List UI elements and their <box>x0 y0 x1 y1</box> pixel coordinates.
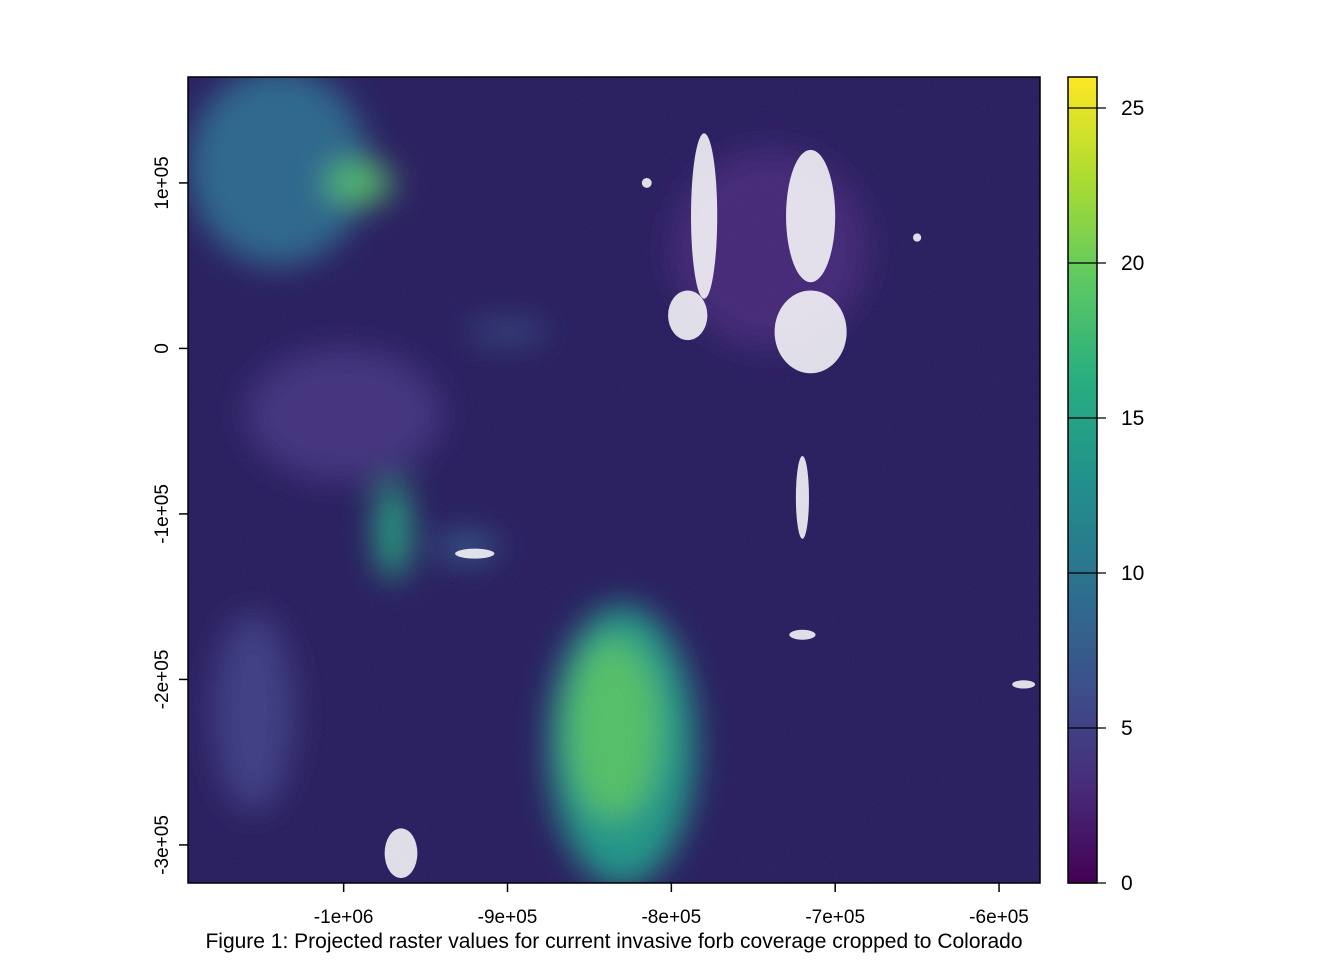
legend-tick-label: 0 <box>1121 872 1133 895</box>
legend-ticks: 0 5 10 15 20 25 <box>1068 97 1144 895</box>
raster-texture <box>188 77 1040 883</box>
no-data-patch <box>795 456 809 539</box>
legend-tick-label: 10 <box>1121 562 1144 585</box>
x-tick-label: -1e+06 <box>314 907 374 928</box>
no-data-patch <box>774 290 847 374</box>
no-data-patch <box>668 290 708 341</box>
legend-color-bar <box>1067 76 1098 884</box>
no-data-patch <box>691 133 718 299</box>
legend-tick-label: 5 <box>1121 717 1133 740</box>
x-axis: -1e+06 -9e+05 -8e+05 -7e+05 -6e+05 <box>314 883 1029 928</box>
no-data-patch <box>786 149 836 283</box>
x-tick-label: -9e+05 <box>478 907 538 928</box>
no-data-patch <box>455 548 495 559</box>
raster-map <box>188 77 1040 883</box>
y-axis: 1e+05 0 -1e+05 -2e+05 -3e+05 <box>152 156 188 875</box>
no-data-patches <box>384 133 1036 879</box>
y-tick-label: 1e+05 <box>152 156 173 209</box>
y-tick-label: -3e+05 <box>152 815 173 875</box>
no-data-patch <box>1012 680 1036 689</box>
legend-tick-label: 20 <box>1121 252 1144 275</box>
y-tick-label: 0 <box>152 343 173 354</box>
no-data-patch <box>641 177 652 188</box>
y-tick-label: -1e+05 <box>152 484 173 544</box>
plot-frame <box>187 76 1041 884</box>
legend-tick-label: 15 <box>1121 407 1144 430</box>
no-data-patch <box>913 233 922 242</box>
no-data-patch <box>789 629 816 640</box>
no-data-patch <box>384 828 418 879</box>
x-tick-label: -6e+05 <box>969 907 1029 928</box>
y-tick-label: -2e+05 <box>152 650 173 710</box>
figure-caption: Figure 1: Projected raster values for cu… <box>205 930 1022 953</box>
x-tick-label: -8e+05 <box>641 907 701 928</box>
x-tick-label: -7e+05 <box>805 907 865 928</box>
color-legend: 0 5 10 15 20 25 <box>1067 76 1144 895</box>
legend-tick-label: 25 <box>1121 97 1144 120</box>
